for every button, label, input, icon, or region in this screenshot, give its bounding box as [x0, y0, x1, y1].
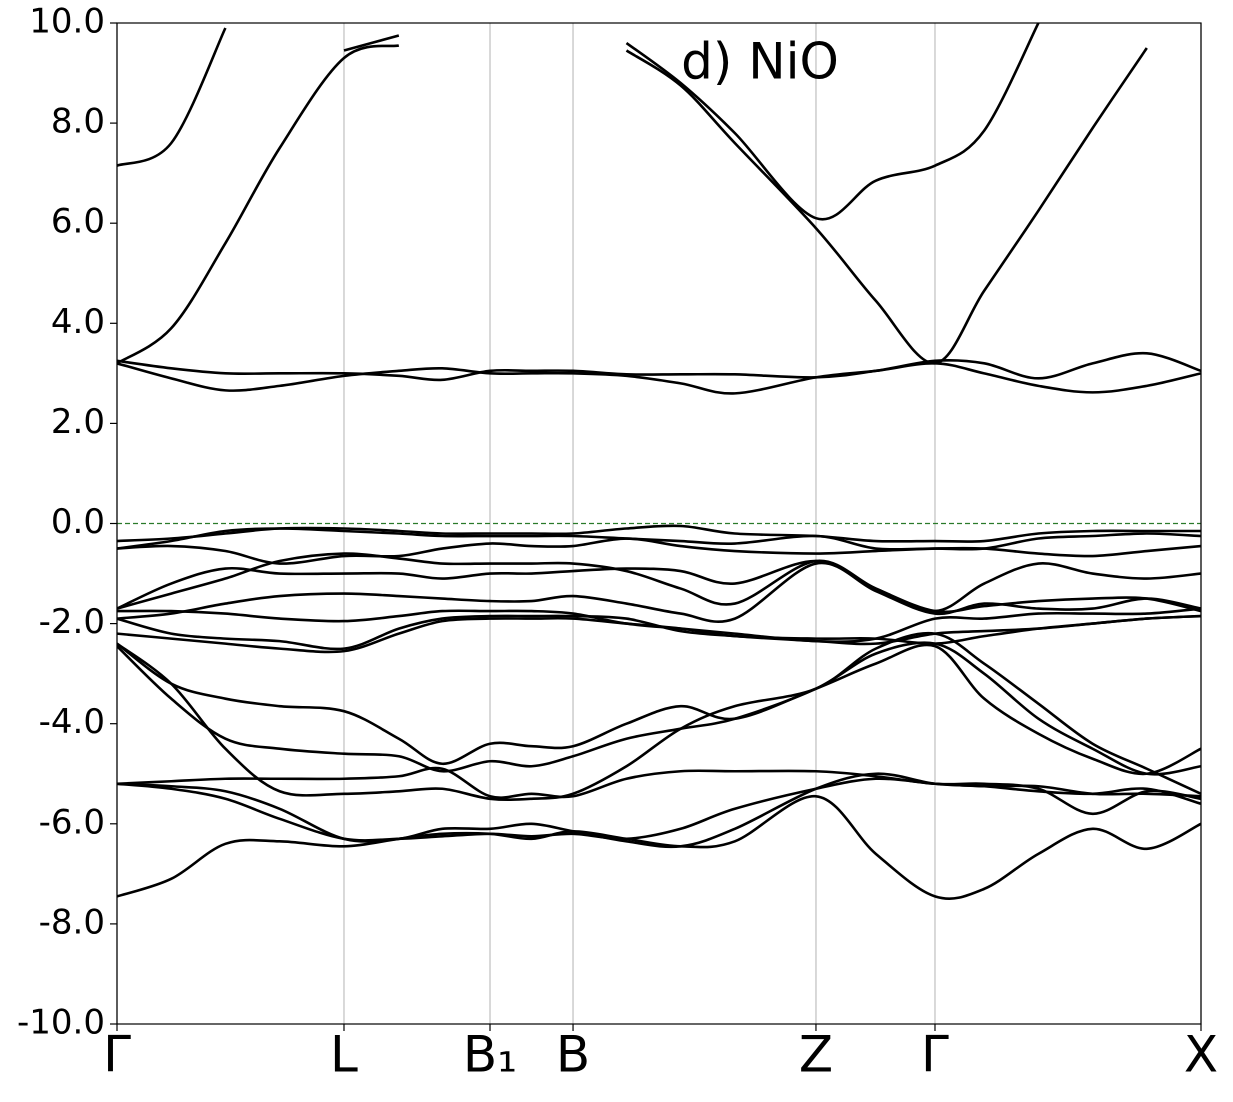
band — [343, 34, 400, 52]
band — [117, 44, 400, 365]
band — [117, 631, 1201, 802]
x-tick-label: Γ — [921, 1026, 949, 1084]
band — [117, 559, 1201, 613]
band — [117, 537, 1201, 565]
band — [117, 27, 227, 167]
band — [625, 47, 1148, 365]
y-tick-label: 4.0 — [51, 302, 105, 342]
band — [117, 351, 1201, 382]
band — [117, 794, 1201, 900]
y-tick-label: -2.0 — [39, 602, 105, 642]
x-tick-label: B₁ — [463, 1026, 517, 1084]
axes-layer: -10.0 -8.0 -6.0 -4.0 -2.0 0.0 2.0 4.0 6.0 8.0 10.0… — [17, 2, 1218, 1084]
y-tick-label: 6.0 — [51, 202, 105, 242]
band — [117, 614, 1201, 651]
band — [117, 362, 1201, 395]
y-tick-label: -4.0 — [39, 702, 105, 742]
band — [117, 552, 1201, 614]
y-tick-label: -6.0 — [39, 802, 105, 842]
band — [117, 614, 1201, 654]
bands-layer — [117, 23, 1201, 900]
band — [117, 642, 1201, 776]
x-tick-label: Z — [799, 1026, 833, 1084]
band — [117, 772, 1201, 849]
band — [625, 23, 1040, 221]
x-tick-label: L — [330, 1026, 358, 1084]
band — [117, 561, 1201, 623]
y-tick-label: -8.0 — [39, 902, 105, 942]
x-tick-label: B — [556, 1026, 590, 1084]
band — [117, 527, 1201, 551]
x-tick-label: X — [1184, 1026, 1218, 1084]
y-tick-label: 10.0 — [29, 2, 105, 42]
y-tick-label: 0.0 — [51, 502, 105, 542]
x-tick-label: Γ — [103, 1026, 131, 1084]
y-tick-label: -10.0 — [17, 1003, 105, 1043]
band — [117, 641, 1201, 776]
annotation: d) NiO — [681, 33, 839, 91]
y-tick-label: 8.0 — [51, 102, 105, 142]
y-tick-label: 2.0 — [51, 402, 105, 442]
